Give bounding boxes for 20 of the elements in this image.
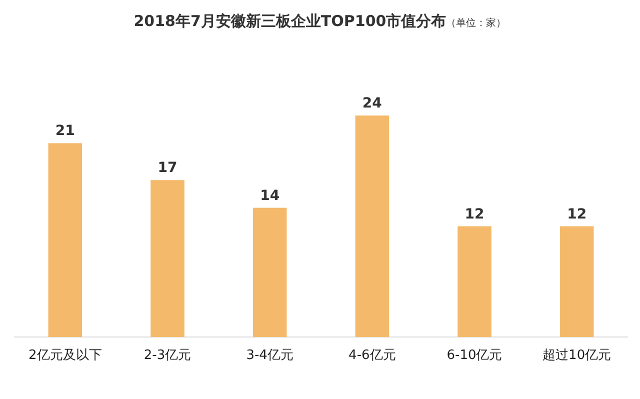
data-label: 17 (158, 160, 178, 176)
bar (560, 226, 594, 337)
x-tick-label: 2亿元及以下 (28, 348, 102, 363)
data-label: 24 (362, 96, 382, 112)
bar (150, 180, 184, 337)
x-tick-label: 4-6亿元 (348, 348, 396, 363)
x-tick-label: 超过10亿元 (542, 348, 612, 363)
data-label: 12 (567, 206, 587, 222)
data-label: 14 (260, 188, 280, 204)
x-tick-label: 2-3亿元 (144, 348, 192, 363)
chart-subtitle: （单位：家） (446, 17, 506, 29)
x-tick-label: 3-4亿元 (246, 348, 294, 363)
data-label: 21 (55, 123, 75, 140)
x-tick-label: 6-10亿元 (446, 348, 502, 363)
bar (458, 226, 492, 337)
bar (355, 116, 390, 337)
bar (48, 143, 82, 337)
bar (252, 208, 287, 337)
data-label: 12 (464, 206, 484, 222)
chart-title: 2018年7月安徽新三板企业TOP100市值分布 (134, 12, 446, 30)
